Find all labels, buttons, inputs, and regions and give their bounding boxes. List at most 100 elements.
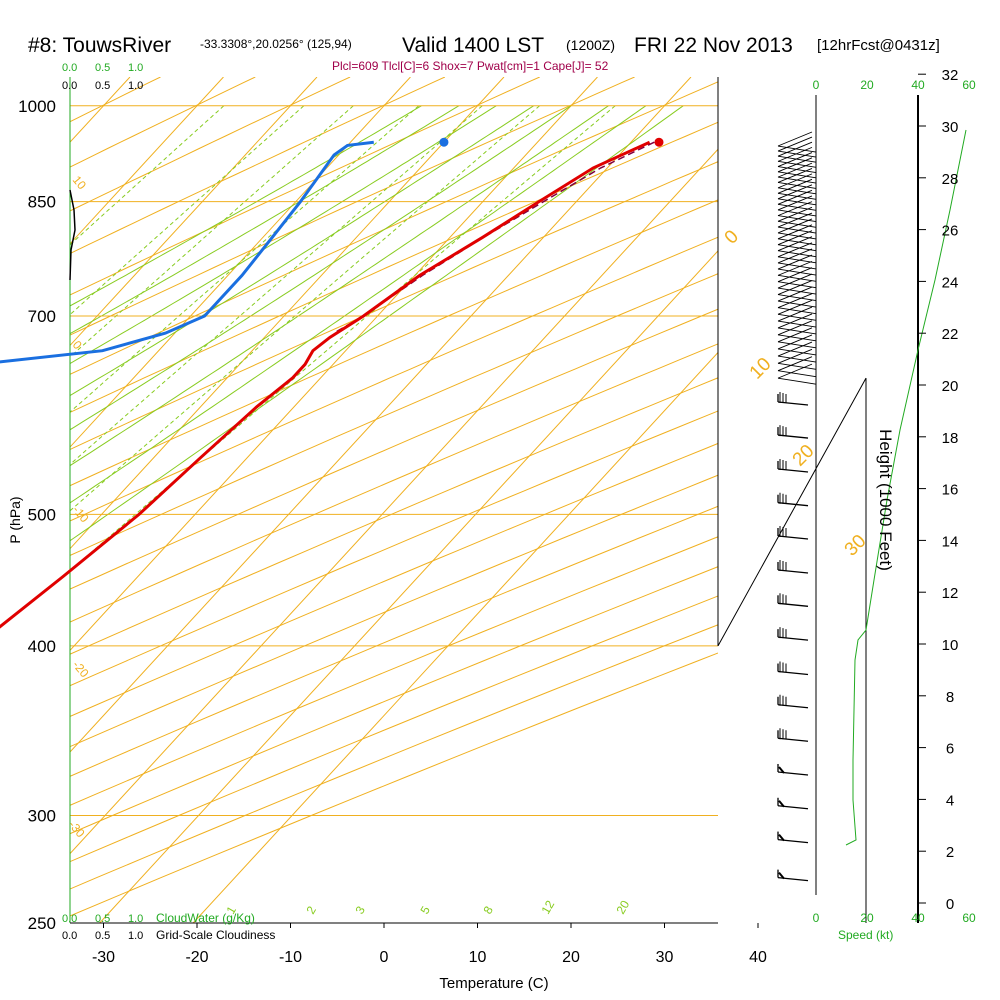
dry-adiabat (70, 474, 718, 748)
station-title: #8: TouwsRiver (28, 34, 171, 57)
barb-flag (777, 356, 813, 372)
barb-line (777, 160, 817, 168)
mixing-ratio-label: 5 (417, 903, 433, 916)
moist-adiabat (70, 105, 497, 365)
cloud-bottom-green-2: 1.0 (128, 913, 143, 925)
wind-barb (777, 627, 809, 641)
barb-line (777, 300, 817, 308)
barb-flag (777, 313, 813, 329)
barb-flag (777, 157, 813, 173)
pressure-tick-label: 500 (28, 505, 56, 524)
isotherm-label: 0 (70, 338, 85, 352)
speed-top-40: 40 (911, 78, 925, 92)
barb-line (777, 166, 817, 174)
barb-line (777, 268, 817, 276)
zulu-time: (1200Z) (566, 37, 615, 53)
pressure-tick-label: 300 (28, 807, 56, 826)
mixing-ratio-line (70, 105, 225, 246)
isotherm-label: -10 (70, 503, 92, 526)
barb-flag (777, 273, 813, 289)
moist-adiabat (70, 105, 534, 397)
isotherm-label: -30 (66, 818, 88, 841)
sounding-profiles (0, 129, 967, 846)
wind-barb (777, 392, 809, 406)
height-tick-label: 12 (942, 585, 959, 602)
height-tick-label: 18 (942, 430, 959, 447)
height-tick-label: 6 (946, 741, 954, 758)
speed-scale: 0 20 40 60 0 20 40 60 Speed (kt) (813, 78, 976, 942)
barb-line (777, 348, 817, 356)
isotherm-line (192, 351, 718, 923)
barb-line (777, 220, 817, 228)
barb-flag (777, 206, 813, 222)
barb-line (777, 334, 817, 342)
dry-adiabat (70, 652, 718, 917)
wind-barb (777, 459, 809, 473)
height-tick-label: 16 (942, 482, 959, 499)
barb-line (777, 281, 817, 289)
dry-adiabat (70, 308, 718, 590)
stability-indices: Plcl=609 Tlcl[C]=6 Shox=7 Pwat[cm]=1 Cap… (332, 59, 609, 73)
dry-adiabat-label: 10 (746, 354, 776, 384)
barb-line (777, 327, 817, 335)
wind-barb (777, 559, 809, 574)
dry-adiabat (70, 77, 351, 212)
dry-adiabat (70, 161, 718, 451)
barb-flag (777, 146, 813, 162)
wind-barb (777, 869, 809, 882)
dewpoint-curve (0, 140, 374, 364)
barb-flag (777, 242, 813, 258)
barb-flag (777, 230, 813, 246)
plot-frame (69, 77, 919, 924)
pressure-tick-label: 1000 (18, 97, 56, 116)
barb-flag (777, 212, 813, 228)
grid-lines (70, 77, 718, 923)
barb-flag (777, 299, 813, 315)
cloud-bottom-green-1: 0.5 (95, 913, 110, 925)
height-tick-label: 10 (942, 637, 959, 654)
height-tick-label: 14 (942, 533, 959, 550)
speed-top-20: 20 (860, 78, 874, 92)
barb-flag (777, 131, 813, 147)
barb-line (777, 256, 817, 264)
barb-line (777, 355, 817, 363)
cloudiness-label: Grid-Scale Cloudiness (156, 928, 275, 942)
mixing-ratio-label: 20 (613, 898, 632, 917)
barb-line (777, 187, 817, 195)
barb-flag (777, 224, 813, 240)
height-tick-label: 32 (942, 67, 959, 84)
barb-flag (777, 320, 813, 336)
cloudwater-label: CloudWater (g/Kg) (156, 911, 255, 925)
barb-line (777, 250, 817, 258)
dry-adiabat (70, 377, 718, 655)
speed-bottom-0: 0 (813, 911, 820, 925)
barb-line (777, 198, 817, 206)
temperature-tick-label: 30 (656, 949, 674, 966)
pressure-tick-label: 700 (28, 307, 56, 326)
barb-line (777, 244, 817, 252)
surface-dewpoint-dot (439, 137, 449, 147)
barb-line (777, 192, 817, 200)
cloud-scale-bottom: 0.0 0.5 1.0 CloudWater (g/Kg) 0.0 0.5 1.… (62, 911, 275, 942)
dry-adiabat (70, 77, 446, 255)
mixing-ratio-label: 12 (538, 898, 557, 917)
barb-flag (777, 136, 813, 152)
barb-line (777, 294, 817, 301)
dry-adiabat (70, 410, 718, 687)
dry-adiabat (70, 199, 718, 487)
axes: 0246810121416182022242628303225030040050… (18, 67, 958, 966)
barb-line (777, 320, 817, 328)
dry-adiabat (70, 566, 718, 835)
isotherm-line (99, 250, 718, 923)
cloud-top-green-1: 0.5 (95, 62, 110, 74)
barb-line (777, 215, 817, 223)
dry-adiabat (70, 81, 718, 375)
dry-adiabat (70, 442, 718, 717)
barb-line (777, 226, 817, 234)
barb-line (777, 274, 817, 282)
isotherm-line (70, 148, 718, 855)
height-tick-label: 30 (942, 119, 959, 136)
y-axis-title: P (hPa) (7, 496, 23, 543)
dry-adiabat-label: 20 (789, 441, 819, 471)
dry-adiabat (70, 121, 718, 413)
